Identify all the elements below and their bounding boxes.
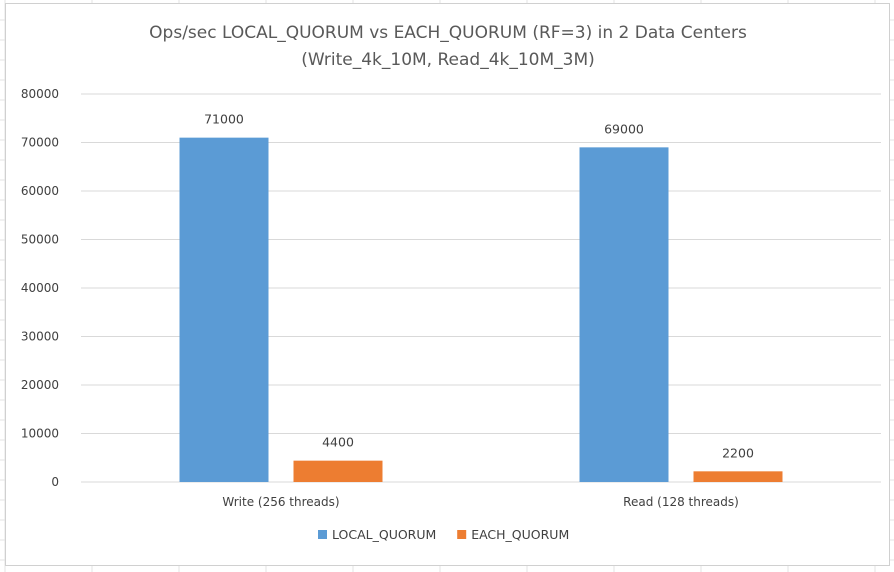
data-label: 4400 — [322, 435, 354, 450]
y-tick-label: 0 — [51, 475, 59, 489]
legend[interactable]: LOCAL_QUORUM EACH_QUORUM — [318, 527, 569, 542]
y-tick-label: 10000 — [21, 427, 59, 441]
bar-local-quorum[interactable] — [579, 147, 669, 482]
legend-swatch — [318, 530, 327, 539]
y-tick-label: 70000 — [21, 136, 59, 150]
x-axis-category-labels: Write (256 threads) Read (128 threads) — [222, 495, 738, 509]
legend-label: LOCAL_QUORUM — [332, 527, 436, 542]
y-axis-tick-labels: 0 10000 20000 30000 40000 50000 60000 70000 8000… — [21, 87, 59, 489]
bar-each-quorum[interactable] — [293, 460, 383, 482]
chart-subtitle: (Write_4k_10M, Read_4k_10M_3M) — [301, 50, 595, 70]
bar-chart: Ops/sec LOCAL_QUORUM vs EACH_QUORUM (RF=… — [21, 23, 881, 542]
chart-title: Ops/sec LOCAL_QUORUM vs EACH_QUORUM (RF=… — [149, 23, 747, 43]
x-category-label: Write (256 threads) — [222, 495, 339, 509]
x-category-label: Read (128 threads) — [623, 495, 739, 509]
legend-label: EACH_QUORUM — [471, 527, 569, 542]
data-label: 71000 — [204, 112, 244, 127]
y-tick-label: 30000 — [21, 330, 59, 344]
y-tick-label: 50000 — [21, 233, 59, 247]
data-label: 2200 — [722, 445, 754, 460]
legend-swatch — [457, 530, 467, 539]
bar-each-quorum[interactable] — [693, 471, 783, 482]
y-tick-label: 40000 — [21, 281, 59, 295]
chart-area[interactable]: Ops/sec LOCAL_QUORUM vs EACH_QUORUM (RF=… — [5, 3, 890, 566]
data-labels: 71000 4400 69000 2200 — [204, 112, 754, 461]
y-tick-label: 60000 — [21, 184, 59, 198]
bars — [179, 137, 783, 482]
y-tick-label: 80000 — [21, 87, 59, 101]
data-label: 69000 — [604, 121, 644, 136]
y-tick-label: 20000 — [21, 378, 59, 392]
bar-local-quorum[interactable] — [179, 137, 269, 482]
